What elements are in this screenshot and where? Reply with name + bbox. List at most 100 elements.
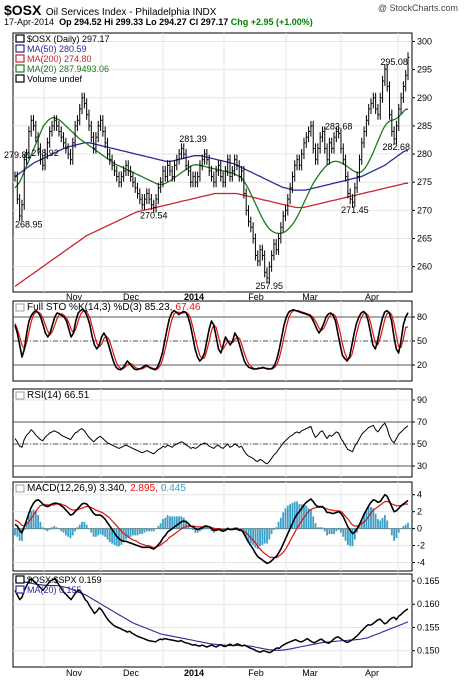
macd-hist-bar	[393, 528, 396, 541]
y-tick-label: 0.160	[417, 599, 440, 609]
macd-hist-bar	[323, 528, 326, 532]
legend-entry: 0.445	[161, 483, 186, 494]
macd-hist-bar	[407, 522, 409, 529]
macd-hist-bar	[99, 528, 102, 535]
panel-price: 260 265 270 275 280 285 290 295 300 279.81 278.92 2…	[4, 32, 432, 293]
macd-hist-bar	[273, 528, 275, 530]
macd-hist-bar	[400, 528, 402, 530]
quote-row: 17-Apr-2014 Op 294.52 Hi 299.33 Lo 294.2…	[4, 17, 313, 27]
macd-hist-bar	[337, 528, 340, 530]
legend-entry: MA(50) 280.59	[27, 44, 87, 54]
macd-hist-bar	[367, 506, 370, 529]
macd-hist-bar	[14, 528, 16, 536]
macd-hist-bar	[386, 520, 389, 529]
price-annotation: 295.08	[380, 57, 408, 67]
legend-swatch	[15, 44, 25, 53]
macd-hist-bar	[83, 521, 86, 529]
index-name: Oil Services Index - Philadelphia INDX	[45, 7, 217, 18]
macd-hist-bar	[41, 527, 44, 529]
macd-hist-bar	[141, 528, 144, 535]
macd-hist-bar	[44, 528, 46, 530]
macd-hist-bar	[199, 528, 201, 532]
macd-hist-bar	[397, 528, 400, 533]
macd-hist-bar	[138, 528, 141, 535]
macd-hist-bar	[115, 528, 118, 547]
macd-hist-bar	[303, 504, 305, 529]
macd-hist-bar	[74, 528, 77, 532]
macd-hist-bar	[111, 528, 113, 544]
macd-hist-bar	[25, 521, 28, 529]
price-annotation: 278.92	[31, 148, 59, 158]
macd-hist-bar	[48, 528, 51, 530]
macd-hist-bar	[192, 528, 194, 530]
x-tick-label: Mar	[302, 668, 318, 678]
macd-hist-bar	[282, 512, 285, 529]
y-tick-label: 90	[417, 395, 427, 405]
macd-hist-bar	[402, 525, 405, 529]
macd-hist-bar	[189, 528, 192, 530]
macd-hist-bar	[113, 528, 116, 545]
y-tick-label: 265	[417, 234, 432, 244]
macd-hist-bar	[388, 528, 391, 530]
macd-hist-bar	[249, 528, 252, 544]
macd-hist-bar	[166, 515, 169, 529]
legend-entry: Volume undef	[27, 74, 83, 84]
macd-hist-bar	[205, 527, 208, 529]
y-tick-label: 280	[417, 149, 432, 159]
macd-hist-bar	[64, 528, 67, 536]
y-tick-label: 275	[417, 177, 432, 187]
macd-hist-bar	[261, 528, 264, 545]
legend-entry: 2.895,	[130, 483, 158, 494]
macd-hist-bar	[330, 528, 333, 535]
rsi-line	[14, 422, 409, 465]
y-tick-label: 50	[417, 336, 427, 346]
legend-entry: $OSX (Daily) 297.17	[27, 34, 110, 44]
macd-hist-bar	[293, 501, 296, 529]
y-tick-label: 30	[417, 461, 427, 471]
macd-signal-line	[14, 500, 409, 559]
macd-hist-bar	[23, 528, 26, 530]
y-tick-label: 80	[417, 312, 427, 322]
macd-hist-bar	[136, 528, 139, 536]
ratio-line	[14, 577, 409, 654]
legend-entry: MACD(12,26,9) 3.340,	[27, 483, 127, 494]
macd-hist-bar	[289, 504, 291, 529]
macd-hist-bar	[171, 516, 174, 529]
macd-hist-bar	[157, 525, 160, 529]
macd-hist-bar	[125, 528, 127, 540]
macd-hist-bar	[353, 528, 356, 540]
macd-hist-bar	[328, 528, 331, 535]
panel-frame-ratio	[12, 573, 413, 668]
macd-hist-bar	[134, 528, 137, 536]
macd-hist-bar	[159, 523, 162, 529]
macd-hist-bar	[62, 528, 65, 533]
legend-entry: Full STO %K(14,3) %D(3) 85.23,	[27, 302, 172, 313]
price-annotation: 270.54	[140, 210, 168, 220]
macd-hist-bar	[383, 515, 386, 529]
macd-hist-bar	[155, 528, 157, 530]
macd-hist-bar	[58, 528, 60, 530]
macd-hist-bar	[16, 528, 19, 537]
quote-high: Hi 299.33	[104, 17, 144, 27]
price-annotation: 271.45	[341, 205, 369, 215]
legend-entry: RSI(14) 66.51	[27, 390, 90, 401]
macd-hist-bar	[182, 517, 185, 529]
macd-hist-bar	[162, 519, 164, 529]
macd-hist-bar	[129, 528, 132, 537]
macd-hist-bar	[69, 528, 72, 539]
macd-hist-bar	[390, 528, 393, 536]
macd-hist-bar	[150, 528, 153, 532]
symbol: $OSX	[4, 2, 42, 18]
macd-hist-bar	[335, 528, 338, 532]
y-tick-label: 300	[417, 36, 432, 46]
macd-hist-bar	[404, 524, 407, 529]
macd-hist-bar	[152, 528, 155, 532]
price-annotation: 279.81	[4, 150, 32, 160]
macd-hist-bar	[21, 528, 23, 541]
macd-hist-bar	[268, 528, 271, 540]
macd-hist-bar	[259, 528, 261, 547]
macd-hist-bar	[118, 528, 120, 547]
legend-entry: MA(20) 287.9493.06	[27, 64, 109, 74]
